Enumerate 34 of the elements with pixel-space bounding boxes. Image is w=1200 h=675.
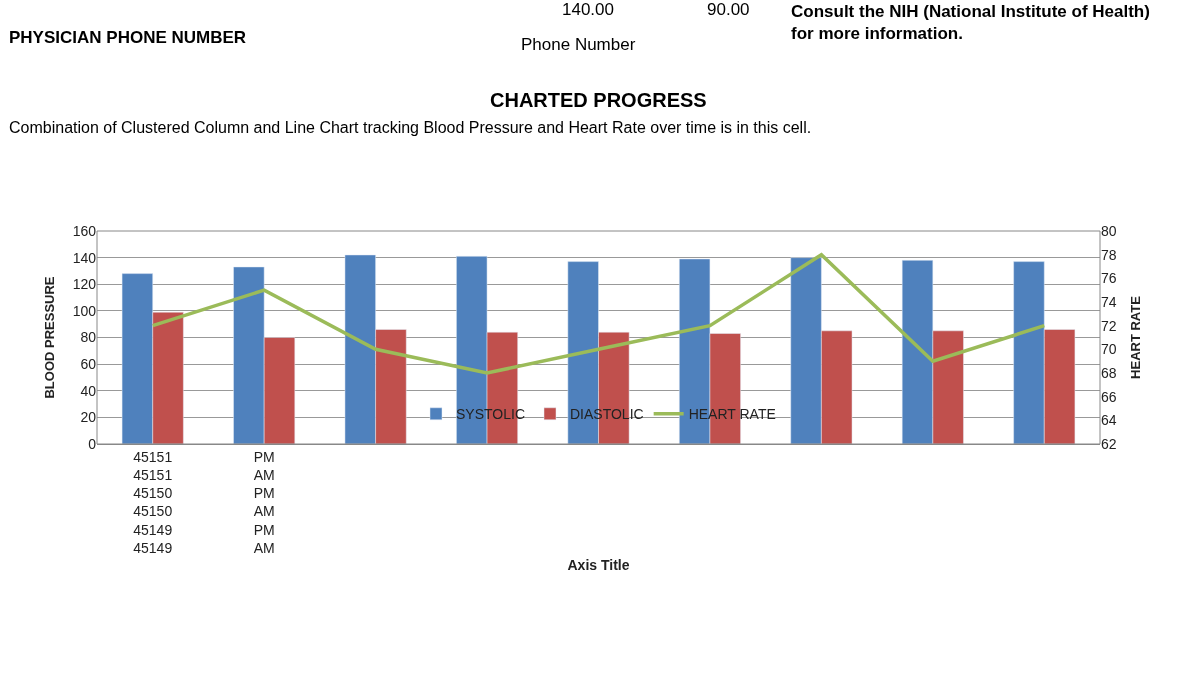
chart-title: CHARTED PROGRESS [490,89,707,111]
y2-tick-label: 64 [1101,412,1117,429]
line-series [150,252,1047,375]
y2-tick-label: 62 [1101,435,1117,452]
y-tick-label: 160 [72,222,97,239]
y-tick-label: 60 [80,356,97,373]
text: Consult the NIH (National Institute of Health) for more information. [791,2,1150,44]
y2-tick-label: 74 [1101,293,1117,310]
text: 90.00 [707,0,750,19]
x-axis-title: Axis Title [567,557,630,574]
y2-tick-label: 78 [1101,246,1117,263]
y-tick-label: 40 [80,382,97,399]
y2-tick-label: 68 [1101,364,1117,381]
y2-tick-label: 70 [1101,341,1117,358]
legend-label: SYSTOLIC [456,406,525,423]
y2-tick-label: 66 [1101,388,1117,405]
chart-subtitle: Combination of Clustered Column and Line Chart tracking Blood Pressure and Heart Rate over time is in this cell. [9,119,812,136]
y-tick-label: 120 [72,276,97,293]
y-tick-label: 80 [80,329,97,346]
x-tick-label: 45151 45151 45150 45150 45149 45149 [133,448,173,556]
x-tick-label: PM AM PM AM PM AM [253,448,275,556]
y2-axis-title: HEART RATE [1128,295,1144,379]
y2-tick-label: 80 [1101,222,1117,239]
y2-tick-label: 76 [1101,270,1117,287]
y-tick-label: 100 [72,302,97,319]
y2-tick-label: 72 [1101,317,1117,334]
legend-label: DIASTOLIC [570,406,644,423]
y-tick-label: 140 [72,249,97,266]
y-axis-title: BLOOD PRESSURE [41,276,57,399]
text: Phone Number [521,35,636,54]
y-tick-label: 20 [80,409,97,426]
text: 140.00 [562,0,614,19]
text: PHYSICIAN PHONE NUMBER [9,28,247,47]
y-tick-label: 0 [88,435,97,452]
